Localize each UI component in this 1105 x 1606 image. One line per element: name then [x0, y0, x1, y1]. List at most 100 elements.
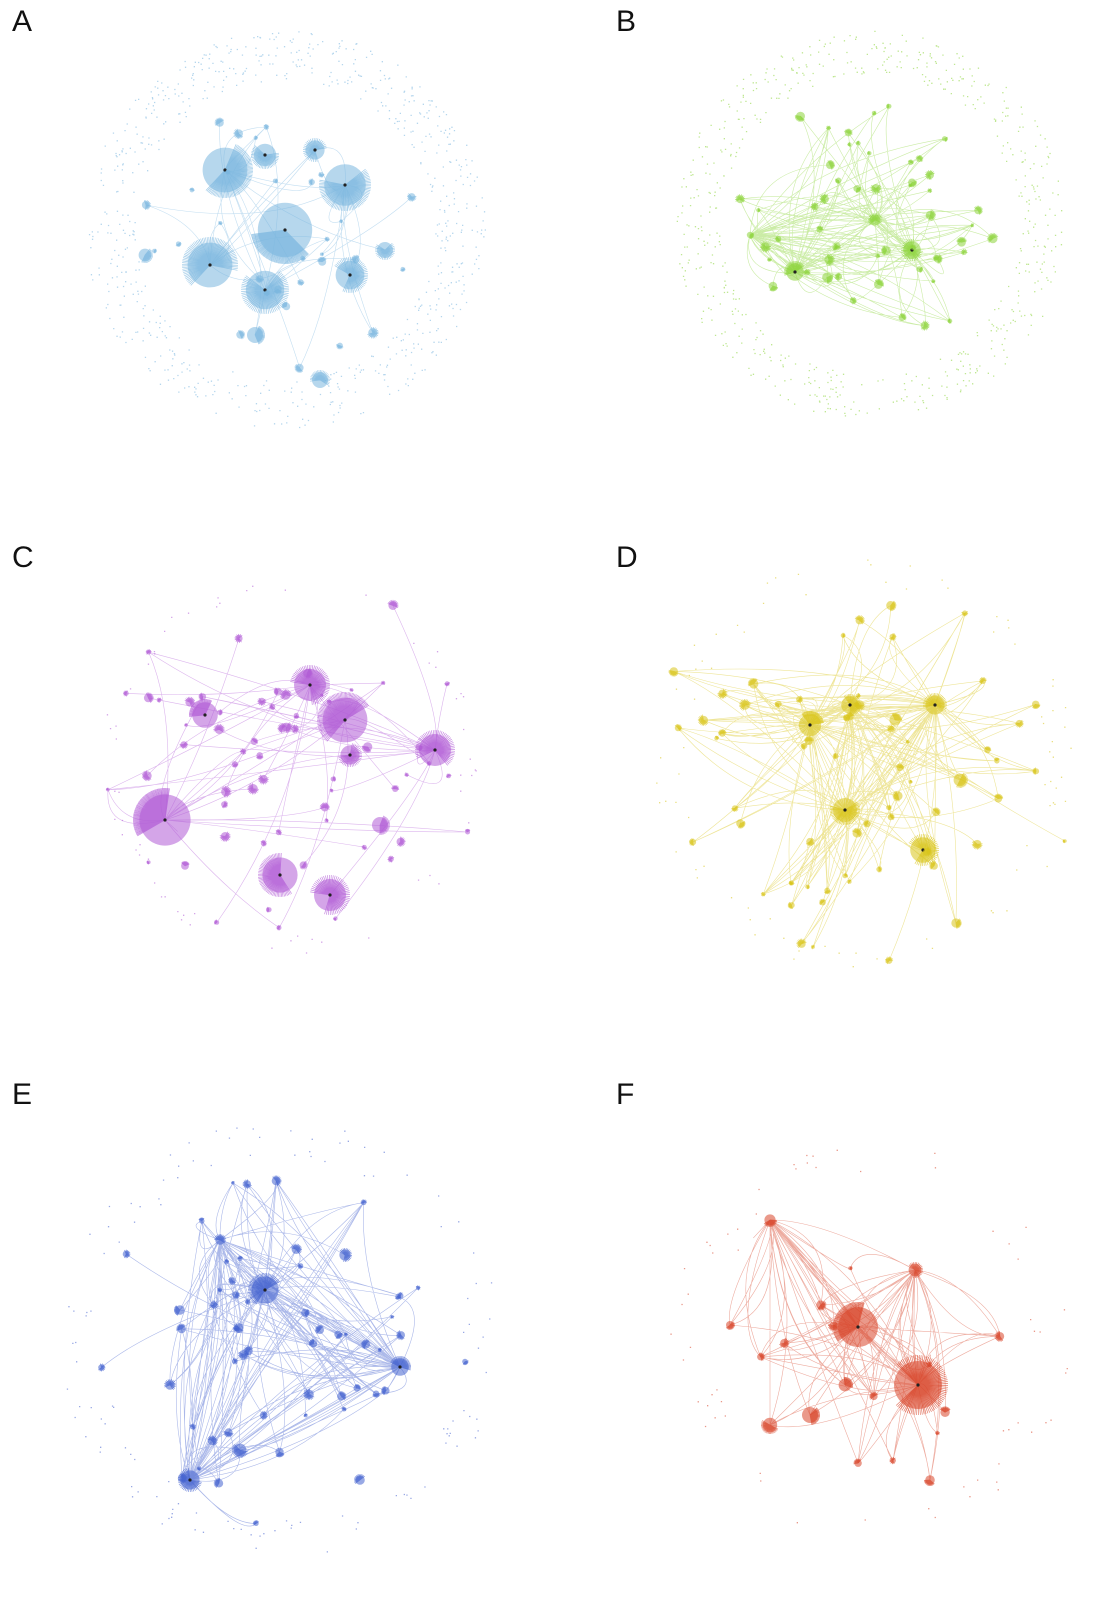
cluster-node [254, 136, 258, 140]
cluster-node [980, 678, 986, 684]
cluster-node [224, 1260, 229, 1265]
hub-core [263, 1288, 266, 1291]
cluster-node [397, 838, 405, 846]
cluster-node [316, 1326, 324, 1334]
network [89, 32, 486, 428]
hub-core [348, 273, 351, 276]
cluster-node [327, 700, 332, 705]
cluster-node [930, 862, 938, 870]
cluster-node [185, 698, 194, 707]
cluster-node [776, 701, 782, 707]
cluster-node [931, 279, 935, 283]
cluster-node [761, 892, 765, 896]
cluster-node [276, 830, 281, 835]
cluster-node [225, 1428, 233, 1436]
cluster-node [261, 841, 266, 846]
cluster-node [98, 1364, 104, 1370]
cluster-node [321, 803, 329, 811]
cluster-node [926, 1362, 931, 1367]
cluster-node [304, 1390, 313, 1399]
cluster-node [908, 160, 913, 165]
hub-core [808, 723, 811, 726]
cluster-node [427, 761, 431, 765]
cluster-node [853, 829, 862, 838]
cluster-node [264, 290, 269, 295]
loose-nodes [656, 560, 1072, 967]
cluster-node [248, 784, 257, 793]
cluster-node [234, 1326, 239, 1331]
cluster-node [994, 758, 999, 763]
cluster-node [874, 280, 883, 289]
cluster-node [312, 372, 328, 388]
cluster-node [296, 364, 304, 372]
cluster-node [836, 273, 843, 280]
cluster-node [210, 1301, 217, 1308]
cluster-node [763, 1418, 777, 1432]
figure: A B C D E F [0, 0, 1105, 1606]
cluster-node [291, 725, 298, 732]
cluster-node [342, 1407, 346, 1411]
cluster-node [971, 224, 974, 227]
cluster-node [836, 178, 842, 184]
cluster-node [300, 861, 307, 868]
cluster-node [231, 1181, 234, 1184]
cluster-node [147, 860, 151, 864]
cluster-node [872, 111, 876, 115]
cluster-node [962, 250, 967, 255]
cluster-node [378, 1349, 382, 1353]
hub-core [933, 703, 936, 706]
cluster-node [796, 696, 802, 702]
edges [674, 606, 1065, 961]
cluster-node [178, 1474, 186, 1482]
cluster-node [234, 1444, 247, 1457]
cluster-node [805, 885, 809, 889]
cluster-node [848, 880, 852, 884]
cluster-node [331, 777, 336, 782]
cluster-node [221, 787, 230, 796]
cluster-node [232, 1292, 239, 1299]
cluster-node [388, 856, 394, 862]
cluster-node [994, 795, 1002, 803]
cluster-node [303, 669, 312, 678]
cluster-node [923, 848, 931, 856]
cluster-node [283, 303, 291, 311]
cluster-node [362, 845, 367, 850]
cluster-node [802, 1407, 818, 1423]
cluster-node [853, 185, 860, 192]
cluster-node [256, 275, 263, 282]
cluster-node [889, 714, 900, 725]
cluster-node [395, 1294, 400, 1299]
cluster-node [144, 694, 153, 703]
cluster-node [465, 830, 470, 835]
cluster-node [275, 688, 282, 695]
cluster-node [142, 201, 150, 209]
network-drawings [0, 0, 1105, 1606]
cluster-node [699, 716, 708, 725]
cluster-node [1063, 839, 1067, 843]
cluster-node [850, 298, 856, 304]
cluster-node [447, 774, 451, 778]
hub-core [398, 1365, 401, 1368]
cluster-node [301, 1309, 309, 1317]
cluster-node [916, 266, 922, 272]
cluster-node [833, 753, 838, 758]
cluster-node [868, 151, 872, 155]
cluster-node [811, 203, 818, 210]
cluster-node [274, 285, 281, 292]
cluster-node [362, 1340, 370, 1348]
cluster-node [776, 236, 782, 242]
cluster-node [215, 725, 224, 734]
cluster-node [339, 1249, 350, 1260]
cluster-node [273, 179, 278, 184]
cluster-node [848, 1266, 852, 1270]
edges [740, 106, 993, 325]
cluster-node [217, 710, 222, 715]
cluster-node [824, 255, 833, 264]
hub-core [916, 1383, 919, 1386]
cluster-node [714, 736, 718, 740]
cluster-node [309, 179, 315, 185]
cluster-node [719, 730, 726, 737]
cluster-node [736, 195, 744, 203]
cluster-node [1032, 701, 1039, 708]
cluster-node [821, 195, 829, 203]
